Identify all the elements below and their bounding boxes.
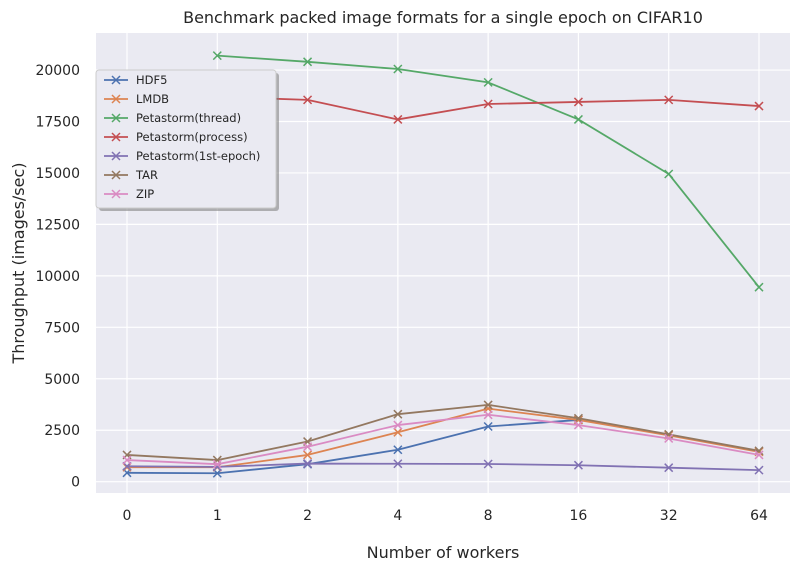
legend-marker	[111, 151, 121, 161]
series-lines	[122, 51, 764, 478]
data-point-marker	[573, 460, 583, 470]
legend-marker	[111, 94, 121, 104]
data-point-marker	[212, 455, 222, 465]
data-point-marker	[483, 459, 493, 469]
data-point-marker	[393, 420, 403, 430]
x-tick-label: 8	[484, 508, 493, 524]
data-point-marker	[754, 282, 764, 292]
data-point-marker	[393, 427, 403, 437]
series-line	[126, 413, 760, 466]
legend-marker	[111, 132, 121, 142]
data-point-marker	[573, 114, 583, 124]
data-point-marker	[303, 95, 313, 105]
legend-marker	[111, 75, 121, 85]
legend-label: ZIP	[136, 187, 154, 201]
y-tick-label: 12500	[35, 217, 80, 233]
legend-label: LMDB	[136, 92, 169, 106]
legend-marker	[111, 170, 121, 180]
data-point-marker	[303, 459, 313, 469]
data-point-marker	[212, 51, 222, 61]
y-tick-label: 10000	[35, 269, 80, 285]
legend-label: TAR	[135, 168, 158, 182]
data-point-marker	[483, 400, 493, 410]
legend-label: Petastorm(process)	[136, 130, 248, 144]
data-point-marker	[664, 429, 674, 439]
legend: HDF5 LMDB Petastorm(thread) Petastorm(proce…	[95, 69, 279, 211]
x-tick-label: 2	[303, 508, 312, 524]
y-axis-label: Throughput (images/sec)	[9, 162, 28, 364]
data-point-marker	[754, 101, 764, 111]
x-axis-label: Number of workers	[367, 543, 520, 562]
data-point-marker	[393, 409, 403, 419]
data-point-marker	[393, 445, 403, 455]
data-point-marker	[664, 463, 674, 473]
data-point-marker	[212, 459, 222, 469]
y-tick-labels: 0 2500 5000 7500 10000 12500 15000 17500 20000	[35, 63, 80, 491]
data-point-marker	[573, 420, 583, 430]
series-line	[126, 404, 760, 461]
series-zip	[122, 410, 764, 469]
legend-marker	[111, 113, 121, 123]
x-tick-labels: 0 1 2 4 8 16 32 64	[123, 508, 768, 524]
data-point-marker	[754, 450, 764, 460]
x-tick-label: 4	[393, 508, 402, 524]
x-tick-label: 0	[123, 508, 132, 524]
legend-label: Petastorm(1st-epoch)	[136, 149, 260, 163]
data-point-marker	[483, 77, 493, 87]
y-tick-label: 0	[71, 475, 80, 491]
x-tick-label: 64	[750, 508, 768, 524]
data-point-marker	[393, 64, 403, 74]
y-tick-label: 20000	[35, 63, 80, 79]
data-point-marker	[754, 446, 764, 456]
data-point-marker	[754, 465, 764, 475]
y-tick-label: 15000	[35, 166, 80, 182]
chart-title: Benchmark packed image formats for a sin…	[183, 8, 703, 27]
x-tick-label: 32	[660, 508, 678, 524]
series-petastorm-process	[212, 92, 764, 124]
data-point-marker	[573, 413, 583, 423]
legend-label: HDF5	[136, 73, 167, 87]
data-point-marker	[664, 433, 674, 443]
data-point-marker	[122, 455, 132, 465]
x-tick-label: 1	[213, 508, 222, 524]
data-point-marker	[664, 95, 674, 105]
series-petastorm-1st-epoch	[122, 459, 764, 475]
data-point-marker	[483, 421, 493, 432]
legend-box	[95, 69, 277, 209]
y-tick-label: 2500	[44, 423, 80, 439]
data-point-marker	[664, 169, 674, 179]
data-point-marker	[393, 114, 403, 124]
legend-marker	[111, 189, 121, 199]
data-point-marker	[483, 410, 493, 420]
y-tick-label: 17500	[35, 115, 80, 131]
data-point-marker	[483, 99, 493, 109]
data-point-marker	[573, 97, 583, 107]
x-tick-label: 16	[570, 508, 588, 524]
data-point-marker	[303, 442, 313, 452]
series-petastorm-thread	[212, 51, 764, 292]
grid-lines	[96, 33, 790, 493]
y-tick-label: 5000	[44, 372, 80, 388]
series-line	[126, 462, 760, 472]
series-line	[126, 419, 579, 475]
data-point-marker	[303, 450, 313, 460]
data-point-marker	[393, 459, 403, 469]
legend-label: Petastorm(thread)	[136, 111, 241, 125]
data-point-marker	[303, 57, 313, 67]
y-tick-label: 7500	[44, 320, 80, 336]
